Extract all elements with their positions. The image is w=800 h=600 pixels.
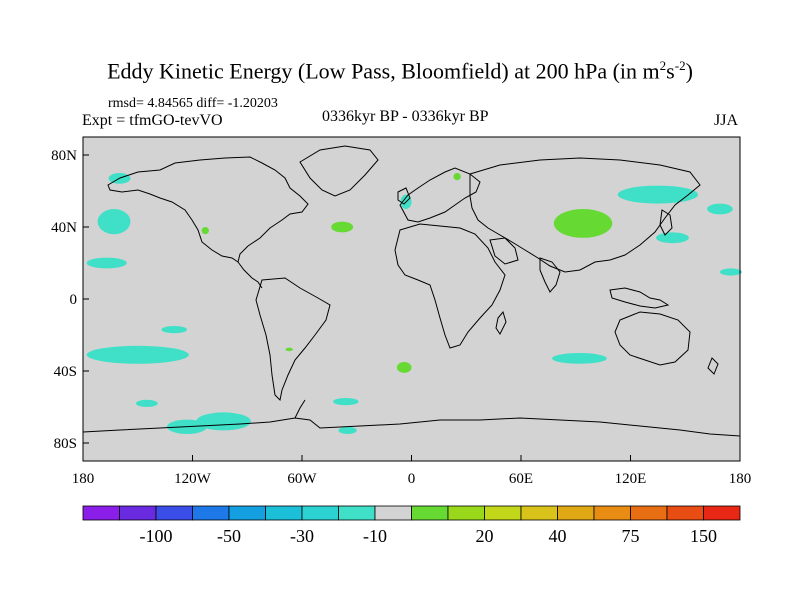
anomaly-s-pacific-3 [135,399,158,407]
colorbar-box [411,505,449,521]
anomaly-japan-cyan [656,232,689,244]
period-label: 0336kyr BP - 0336kyr BP [322,108,489,125]
lon-label: 0 [408,471,416,487]
colorbar-box [703,505,741,521]
lon-label: 60W [287,471,317,487]
lon-label: 180 [72,471,95,487]
colorbar-label: -100 [140,526,173,546]
anomaly-scandinavia-green [453,173,461,181]
colorbar-label: -30 [290,526,314,546]
colorbar-box [119,505,157,521]
anomaly-hawaii-west [86,257,127,269]
anomaly-s-atlantic-green [396,362,412,373]
colorbar-label: -10 [363,526,387,546]
colorbar-label: -50 [217,526,241,546]
colorbar-box [301,505,339,521]
coastlines [82,145,741,437]
colorbar-box [374,505,412,521]
season-label: JJA [714,112,739,129]
anomaly-n-america-green [201,227,209,235]
anomaly-s-atlantic-cyan [333,398,359,406]
anomaly-central-asia-green [553,209,613,238]
colorbar-label: 75 [622,526,640,546]
colorbar-box [666,505,704,521]
map-background [83,137,740,461]
lon-label: 60E [509,471,533,487]
lat-label: 40S [54,364,77,380]
lon-label: 120E [615,471,647,487]
colorbar-box [557,505,595,521]
lat-label: 80N [51,148,77,164]
colorbar-label: 40 [549,526,567,546]
stats-label: rmsd= 4.84565 diff= -1.20203 [108,96,278,111]
anomaly-s-america-green [285,347,293,352]
anomaly-s-pacific-2 [86,345,189,364]
colorbar-box [630,505,668,521]
colorbar-box [155,505,193,521]
lat-label: 80S [54,436,77,452]
anomaly-n-atlantic-green [331,221,354,233]
colorbar-box [520,505,558,521]
colorbar-label: 150 [690,526,717,546]
anomaly-indian-ocean-cyan [552,353,607,364]
lon-label: 180 [729,471,752,487]
map-axes: 80N 40N 0 40S 80S 180 120W 60W 0 60E 120E 180 [51,148,751,487]
anomaly-n-pacific-east [97,209,131,235]
experiment-label: Expt = tfmGO-tevVO [82,112,223,129]
colorbar-box [593,505,631,521]
colorbar-box [82,505,120,521]
colorbar-box [447,505,485,521]
chart-title: Eddy Kinetic Energy (Low Pass, Bloomfiel… [107,58,693,84]
colorbar-box [338,505,376,521]
colorbar-label: 20 [476,526,494,546]
lat-label: 40N [51,220,77,236]
colorbar-box [192,505,230,521]
anomaly-s-atlantic-cyan2 [338,426,357,434]
colorbar-box [265,505,303,521]
colorbar: -100 -50 -30 -10 20 40 75 150 [82,505,741,546]
anomaly-n-pacific-asia [617,185,699,204]
anomaly-s-pacific-1 [161,326,188,334]
colorbar-box [484,505,522,521]
lon-label: 120W [174,471,212,487]
anomaly-ne-pacific-cyan [707,203,733,215]
lat-label: 0 [70,292,78,308]
anomaly-nw-pacific-far [719,268,742,276]
colorbar-box [228,505,266,521]
